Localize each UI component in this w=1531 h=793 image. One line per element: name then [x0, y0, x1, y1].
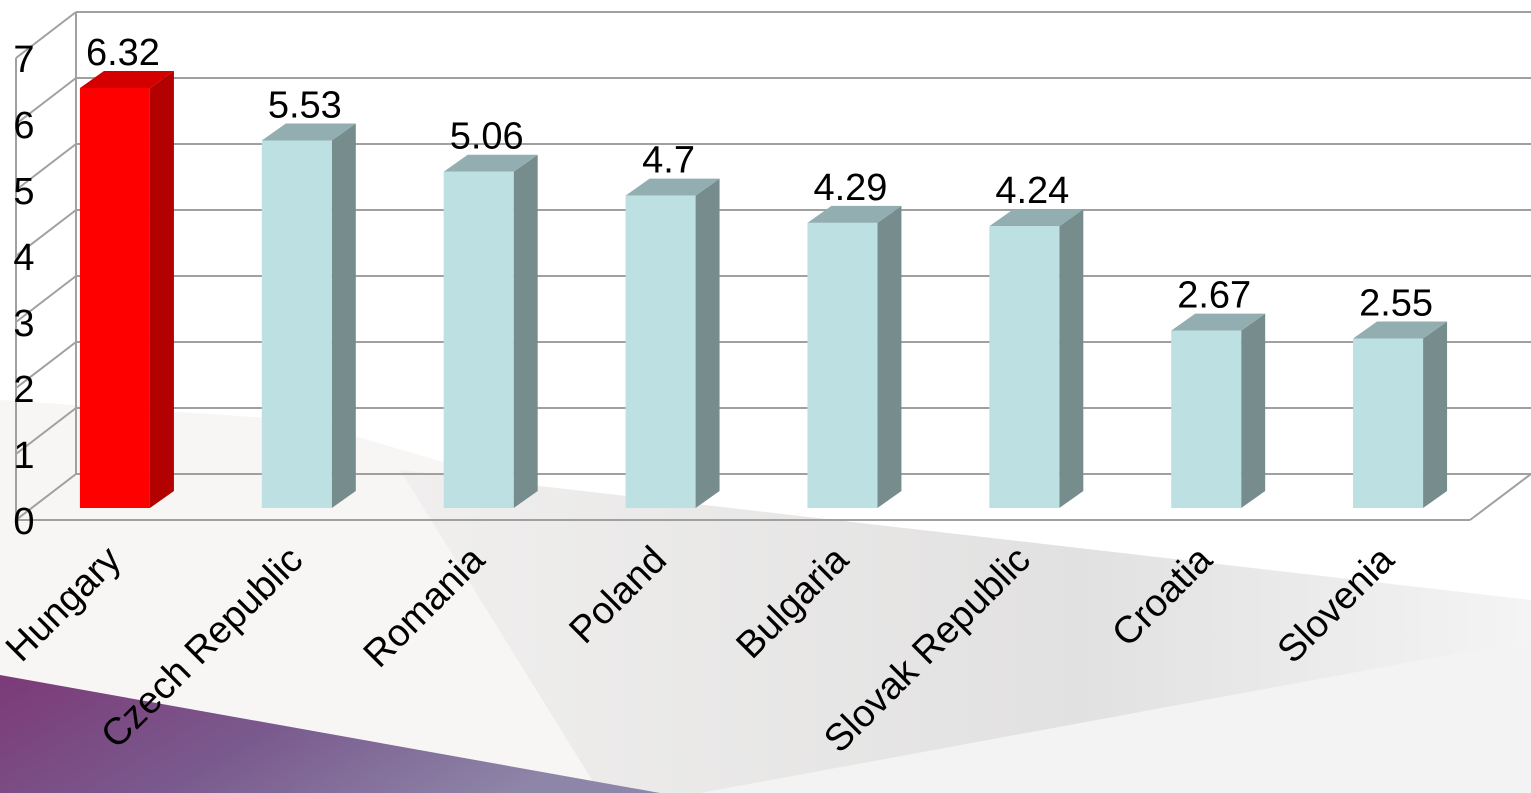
bar-front: [807, 222, 878, 508]
data-label: 4.29: [813, 167, 887, 209]
bar-side: [513, 154, 538, 508]
data-label: 5.06: [450, 116, 524, 158]
gridline-side: [15, 341, 77, 389]
gridline-side: [15, 77, 77, 125]
bar-side: [695, 178, 720, 508]
bar: [1353, 321, 1448, 508]
data-label: 4.7: [642, 140, 695, 182]
bar-top: [989, 209, 1084, 227]
purple-swoosh: [0, 675, 660, 793]
bar: [989, 209, 1084, 508]
background-decoration: [0, 400, 1531, 793]
bar-front: [443, 171, 514, 508]
bar-top: [261, 123, 356, 141]
bar-top: [1353, 321, 1448, 339]
bar-side: [1423, 321, 1448, 508]
y-tick-label: 6: [13, 105, 34, 147]
y-tick-label: 1: [13, 435, 34, 477]
y-tick-label: 3: [13, 303, 34, 345]
bar-side: [149, 71, 174, 508]
bar-front: [79, 88, 150, 508]
data-label: 6.32: [86, 32, 160, 74]
data-label: 5.53: [268, 85, 342, 127]
bar-side: [877, 205, 902, 508]
bar: [807, 205, 902, 508]
data-label: 2.67: [1177, 275, 1251, 317]
gridline-side: [15, 473, 77, 521]
bar-side: [1059, 209, 1084, 508]
bar-front: [1171, 330, 1242, 508]
bar-side: [331, 123, 356, 508]
y-tick-label: 5: [13, 171, 34, 213]
bar-front: [1353, 338, 1424, 508]
bar-top: [807, 205, 902, 223]
bar: [443, 154, 538, 508]
floor-edge: [1469, 473, 1531, 521]
data-label: 2.55: [1359, 283, 1433, 325]
bar-front: [261, 140, 332, 508]
bar-top: [1171, 313, 1266, 331]
bar-side: [1241, 313, 1266, 508]
bar-front: [989, 226, 1060, 508]
y-tick-label: 0: [13, 501, 34, 543]
gridline-side: [15, 143, 77, 191]
bar-top: [443, 154, 538, 172]
bar-front: [625, 195, 696, 508]
gridline-side: [15, 275, 77, 323]
bar: [79, 71, 174, 508]
bar: [625, 178, 720, 508]
bar-top: [625, 178, 720, 196]
chart-bars: [79, 71, 1448, 508]
bar: [261, 123, 356, 508]
bar: [1171, 313, 1266, 508]
bar-top: [79, 71, 174, 88]
gridline-side: [15, 11, 77, 59]
y-tick-label: 7: [13, 39, 34, 81]
data-label: 4.24: [995, 170, 1069, 212]
gridline-side: [15, 209, 77, 257]
y-tick-label: 4: [13, 237, 34, 279]
gridline-side: [15, 407, 77, 455]
y-tick-label: 2: [13, 369, 34, 411]
